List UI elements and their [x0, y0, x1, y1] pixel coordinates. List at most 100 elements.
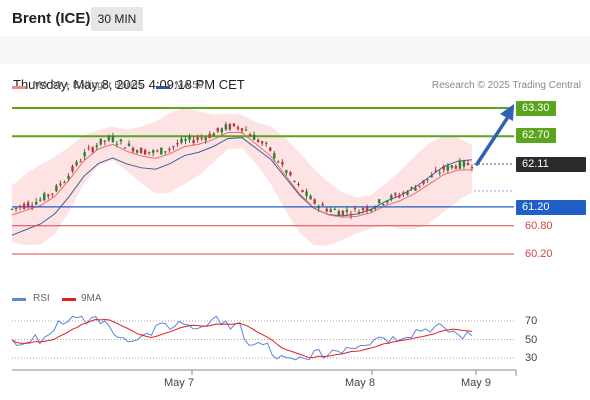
candle-body	[309, 195, 312, 200]
candle-body	[406, 191, 409, 195]
candle-body	[30, 205, 34, 207]
candle-body	[438, 172, 441, 174]
candle-body	[55, 185, 58, 192]
candle-body	[293, 180, 296, 182]
research-credit: Research © 2025 Trading Central	[431, 80, 581, 91]
candle-body	[345, 209, 349, 212]
candle-body	[289, 172, 292, 176]
candle-body	[164, 151, 167, 153]
rsi-axis-50: 50	[525, 334, 538, 346]
candle-body	[317, 205, 320, 209]
candle-body	[95, 145, 98, 147]
candle-body	[357, 211, 361, 215]
candle-body	[168, 148, 171, 150]
candle-body	[418, 185, 421, 187]
candle-body	[103, 140, 107, 142]
candle-body	[442, 165, 445, 170]
candle-body	[430, 175, 433, 178]
candle-body	[208, 133, 211, 138]
candle-body	[111, 136, 115, 142]
candle-body	[422, 180, 425, 184]
candle-body	[450, 165, 454, 168]
timeframe-badge[interactable]: 30 MIN	[91, 7, 143, 31]
support-1-label: 60.80	[525, 220, 553, 232]
candle-body	[462, 160, 466, 167]
bollinger-band	[12, 107, 472, 246]
candle-body	[59, 183, 62, 186]
chart-header: Brent (ICE) 30 MIN	[0, 0, 590, 36]
candle-body	[426, 179, 429, 181]
candle-body	[269, 147, 272, 151]
candle-body	[200, 137, 203, 139]
candle-body	[71, 166, 74, 172]
candle-body	[386, 200, 389, 203]
candle-body	[160, 147, 163, 155]
rsi-label: RSI	[33, 293, 50, 304]
candle-body	[434, 170, 437, 172]
candle-body	[135, 150, 139, 153]
rsi-axis-70: 70	[525, 315, 538, 327]
candle-body	[256, 139, 260, 142]
candle-body	[232, 123, 236, 127]
rsi-ma-line	[11, 318, 473, 359]
candle-body	[127, 143, 131, 147]
rsi-ma-swatch	[62, 298, 76, 301]
rsi-axis-30: 30	[525, 352, 538, 364]
candle-body	[188, 135, 191, 140]
candle-body	[333, 208, 337, 210]
candle-body	[224, 124, 228, 130]
candle-body	[26, 202, 30, 207]
candle-body	[277, 161, 280, 163]
candle-body	[458, 160, 462, 169]
candle-body	[353, 207, 357, 209]
candle-body	[139, 147, 143, 154]
candle-body	[131, 147, 135, 152]
candle-body	[143, 149, 147, 155]
candle-body	[156, 150, 159, 152]
candle-body	[285, 170, 288, 173]
candle-body	[212, 133, 215, 137]
candle-body	[244, 129, 248, 131]
candle-body	[43, 193, 46, 201]
candle-body	[410, 187, 413, 189]
rsi-ma-label: 9MA	[81, 293, 102, 304]
candle-body	[123, 147, 127, 149]
date-label-may9: May 9	[461, 377, 491, 389]
candle-body	[325, 208, 328, 212]
candle-body	[281, 162, 284, 165]
date-label-may7: May 7	[164, 377, 194, 389]
candle-body	[252, 134, 256, 140]
candle-body	[297, 183, 300, 185]
forecast-arrow-head	[500, 104, 514, 121]
resistance-2-tag: 63.30	[516, 101, 556, 116]
candle-body	[273, 153, 276, 159]
candle-body	[382, 204, 385, 206]
candle-body	[204, 137, 207, 141]
candle-body	[301, 190, 304, 193]
candle-body	[63, 182, 66, 184]
ma50-swatch	[156, 86, 170, 89]
resistance-1-tag: 62.70	[516, 128, 556, 143]
datetime-bar: Thursday, May 8, 2025 4:09:18 PM CET	[0, 36, 590, 92]
candle-body	[99, 138, 102, 145]
candle-body	[87, 147, 90, 149]
date-label-may8: May 8	[345, 377, 375, 389]
candle-body	[152, 150, 155, 153]
pivot-tag: 61.20	[516, 200, 586, 215]
candle-body	[115, 143, 119, 145]
legend-ma50-label: MA 50	[175, 80, 204, 91]
ma20-swatch	[12, 86, 26, 89]
candle-body	[79, 161, 82, 163]
candle-body	[305, 191, 308, 197]
candle-body	[83, 152, 86, 157]
candle-body	[446, 165, 449, 171]
candle-body	[377, 199, 381, 203]
candle-body	[402, 192, 405, 195]
candle-body	[398, 195, 401, 198]
legend-ma20-label: MA 20 + Bollinger Bands	[33, 80, 143, 91]
candle-body	[369, 209, 373, 212]
candle-body	[341, 210, 345, 215]
candle-body	[337, 211, 341, 216]
candle-body	[313, 199, 316, 204]
candle-body	[454, 166, 458, 169]
